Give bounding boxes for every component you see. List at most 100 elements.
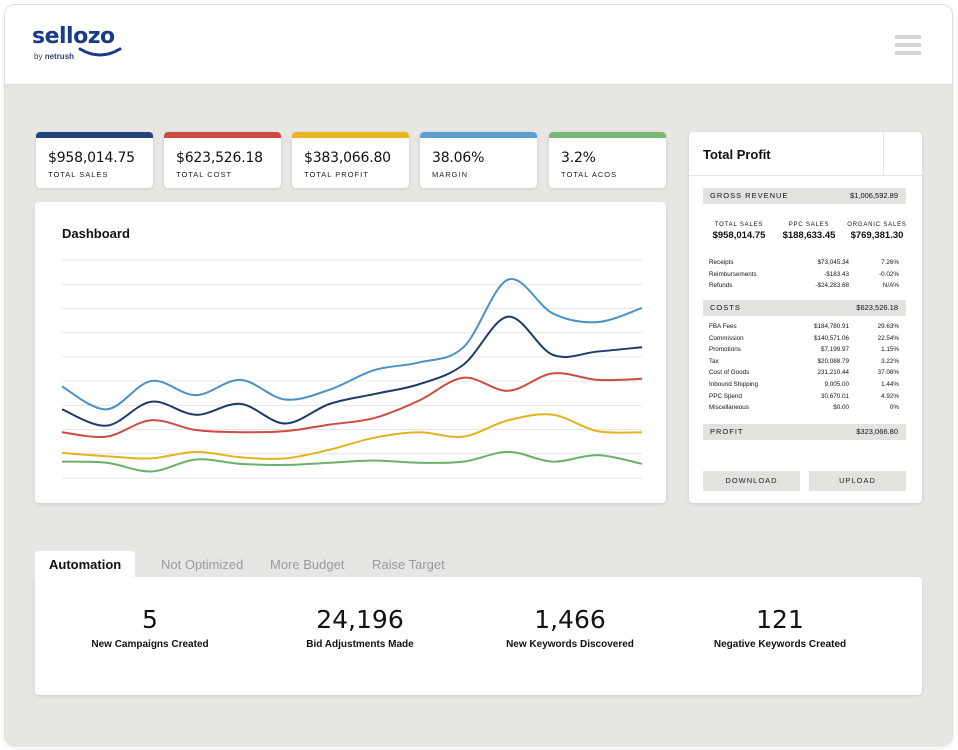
costs-label: Costs — [710, 303, 741, 312]
kpi-color-bar — [292, 132, 409, 138]
table-row: FBA Fees $184,780.91 29.63% — [709, 321, 899, 333]
row-percent: 1.15% — [881, 346, 899, 354]
row-name: Commission — [709, 334, 744, 342]
brand-sub-company: netrush — [44, 52, 75, 61]
row-amount: 30,670.01 — [820, 392, 849, 400]
hamburger-menu-icon[interactable] — [895, 35, 921, 57]
stat-value: 121 — [756, 605, 804, 634]
subtotal-label: Total Sales — [714, 222, 764, 228]
kpi-color-bar — [549, 132, 666, 138]
chart-series-line-4[interactable] — [61, 450, 643, 473]
sellozo-logo[interactable]: sellozo by netrush — [32, 24, 122, 61]
kpi-card-total-cost[interactable]: $623,526.18 Total Cost — [164, 132, 281, 188]
row-amount: $184,780.91 — [813, 323, 849, 330]
row-amount: $0.00 — [833, 404, 849, 412]
profit-label: Profit — [710, 427, 744, 436]
kpi-card-margin[interactable]: 38.06% Margin — [420, 132, 537, 188]
subtotal-label: Organic Sales — [847, 222, 907, 228]
kpi-value: $623,526.18 — [176, 150, 263, 166]
stat-value: 5 — [142, 605, 158, 634]
row-percent: 7.26% — [881, 259, 899, 266]
tab-not-optimized[interactable]: Not Optimized — [161, 557, 244, 572]
row-percent: 22.54% — [877, 334, 899, 342]
row-name: FBA Fees — [709, 323, 737, 330]
tab-automation[interactable]: Automation — [35, 551, 136, 578]
row-amount: -$183.43 — [824, 270, 849, 278]
logo-smile-icon — [78, 47, 122, 57]
row-amount: $73,045.34 — [817, 259, 849, 266]
upload-button[interactable]: UPLOAD — [809, 471, 906, 491]
subtotal-value: $188,633.45 — [782, 230, 836, 241]
table-row: Tax $20,088.79 3.22% — [709, 356, 899, 368]
kpi-color-bar — [420, 132, 537, 138]
table-row: Inbound Shipping 9,005.00 1.44% — [709, 379, 899, 391]
dashboard-panel: Dashboard — [35, 202, 666, 503]
stat-new-campaigns: 5 New Campaigns Created — [50, 605, 250, 650]
brand-name: sellozo — [32, 24, 115, 49]
chart-series-line-3[interactable] — [61, 413, 643, 460]
chart-series-line-1[interactable] — [61, 315, 643, 427]
table-row: Receipts $73,045.34 7.26% — [709, 257, 899, 269]
revenue-rows: Receipts $73,045.34 7.26% Reimbursements… — [709, 257, 899, 292]
profit-header: Profit $323,066.80 — [703, 424, 906, 440]
kpi-label: Total Profit — [304, 170, 369, 179]
top-bar: sellozo by netrush — [5, 5, 952, 85]
subtotal-value: $769,381.30 — [850, 230, 904, 241]
brand-sub: by netrush — [34, 52, 74, 61]
row-name: Reimbursements — [709, 270, 757, 278]
kpi-label: Total Cost — [176, 170, 233, 179]
row-name: Receipts — [709, 259, 734, 266]
stat-value: 1,466 — [534, 605, 606, 634]
profit-panel-title: Total Profit — [703, 147, 771, 162]
table-row: Miscellaneous $0.00 0% — [709, 402, 899, 414]
stat-negative-keywords: 121 Negative Keywords Created — [680, 605, 880, 650]
kpi-value: 38.06% — [432, 150, 485, 166]
row-name: Inbound Shipping — [709, 380, 759, 388]
row-percent: 29.63% — [877, 323, 899, 330]
dashboard-line-chart[interactable] — [35, 202, 666, 503]
kpi-label: Total Sales — [48, 170, 109, 179]
row-amount: $20,088.79 — [817, 357, 849, 365]
row-name: Tax — [709, 357, 719, 365]
kpi-value: $958,014.75 — [48, 150, 135, 166]
profit-value: $323,066.80 — [856, 427, 898, 436]
kpi-label: Total ACOS — [561, 170, 618, 179]
kpi-color-bar — [36, 132, 153, 138]
row-name: Refunds — [709, 282, 733, 290]
stat-label: New Keywords Discovered — [506, 639, 634, 650]
kpi-card-total-profit[interactable]: $383,066.80 Total Profit — [292, 132, 409, 188]
kpi-card-total-acos[interactable]: 3.2% Total ACOS — [549, 132, 666, 188]
table-row: PPC Spend 30,670.01 4.92% — [709, 391, 899, 403]
row-amount: 9,005.00 — [824, 380, 849, 388]
subtotal-total-sales: Total Sales $958,014.75 — [704, 222, 774, 241]
row-percent: 3.22% — [881, 357, 899, 365]
table-row: Cost of Goods 231,210.44 37.08% — [709, 367, 899, 379]
download-button[interactable]: DOWNLOAD — [703, 471, 800, 491]
row-percent: 1.44% — [881, 380, 899, 388]
chart-series-line-2[interactable] — [61, 372, 643, 438]
total-profit-panel: Total Profit Gross Revenue $1,006,592.89… — [689, 132, 922, 503]
kpi-value: 3.2% — [561, 150, 596, 166]
tab-raise-target[interactable]: Raise Target — [372, 557, 445, 572]
gross-revenue-label: Gross Revenue — [710, 191, 789, 200]
brand-sub-prefix: by — [34, 52, 43, 61]
row-amount: -$24,283.68 — [815, 282, 849, 290]
chart-series-line-0[interactable] — [61, 278, 643, 411]
row-percent: 0% — [889, 404, 899, 412]
tab-more-budget[interactable]: More Budget — [270, 557, 345, 572]
subtotal-label: PPC Sales — [788, 222, 830, 228]
costs-value: $623,526.18 — [856, 303, 898, 312]
kpi-color-bar — [164, 132, 281, 138]
gross-revenue-header: Gross Revenue $1,006,592.89 — [703, 188, 906, 204]
row-name: Cost of Goods — [709, 369, 750, 377]
stat-bid-adjustments: 24,196 Bid Adjustments Made — [260, 605, 460, 650]
row-percent: 4.92% — [881, 392, 899, 400]
kpi-card-total-sales[interactable]: $958,014.75 Total Sales — [36, 132, 153, 188]
header-divider — [883, 132, 884, 176]
app-frame: sellozo by netrush $958,014.75 Total Sal… — [5, 5, 952, 745]
stat-label: New Campaigns Created — [91, 639, 209, 650]
subtotal-ppc-sales: PPC Sales $188,633.45 — [774, 222, 844, 241]
table-row: Commission $140,571.06 22.54% — [709, 333, 899, 345]
stat-label: Negative Keywords Created — [713, 639, 847, 650]
stat-new-keywords: 1,466 New Keywords Discovered — [470, 605, 670, 650]
